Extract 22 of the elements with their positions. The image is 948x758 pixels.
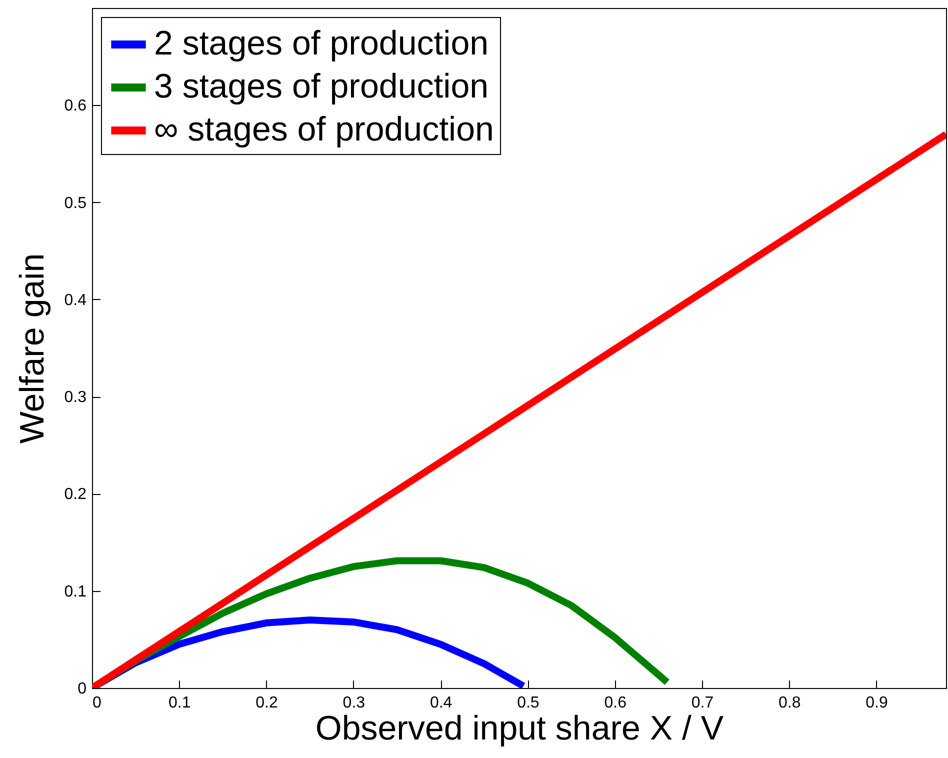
- legend-label: 3 stages of production: [154, 68, 489, 106]
- y-axis-title: Welfare gain: [13, 253, 52, 444]
- y-tick-label: 0.2: [64, 486, 87, 504]
- x-tick-label: 0.9: [866, 694, 888, 712]
- y-tick-label: 0.1: [64, 583, 87, 600]
- x-tick-label: 0.7: [691, 694, 714, 712]
- y-tick-label: 0.6: [64, 98, 87, 115]
- x-tick-label: 0.3: [342, 694, 366, 712]
- x-tick-label: 0.1: [168, 694, 191, 712]
- x-axis-title: Observed input share X / V: [315, 710, 724, 748]
- legend-label: 2 stages of production: [154, 24, 489, 62]
- y-tick-label: 0.3: [64, 389, 87, 406]
- x-tick-label: 0.5: [517, 694, 540, 712]
- legend-label: ∞ stages of production: [154, 110, 494, 148]
- x-tick-label: 0.2: [256, 694, 278, 712]
- y-tick-label: 0.4: [64, 292, 87, 309]
- x-tick-label: 0: [92, 694, 102, 712]
- y-tick-label: 0: [78, 680, 87, 698]
- x-tick-label: 0.8: [778, 694, 801, 712]
- x-tick-label: 0.4: [430, 694, 452, 712]
- y-tick-label: 0.5: [64, 194, 87, 212]
- x-tick-label: 0.6: [604, 694, 627, 712]
